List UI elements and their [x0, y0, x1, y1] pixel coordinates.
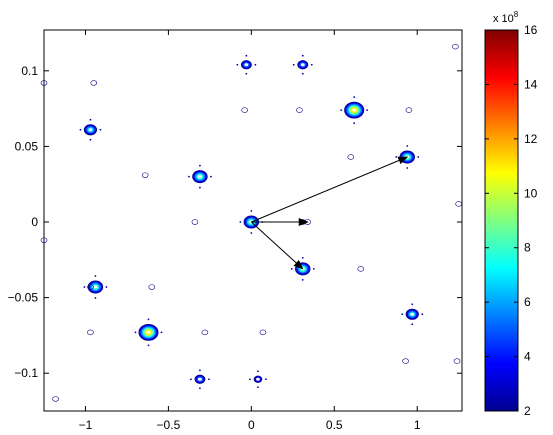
contour-peak	[236, 54, 257, 75]
contour-ring	[90, 80, 98, 86]
vector-arrow	[251, 156, 409, 223]
contour-peak	[340, 96, 369, 125]
contour-peak	[292, 54, 313, 75]
contour-ring	[452, 43, 459, 50]
contour-ring	[241, 107, 249, 113]
contour-peaks	[79, 54, 424, 390]
y-tick-label: 0.1	[21, 64, 38, 78]
y-tick-label: −0.1	[14, 366, 38, 380]
contour-peak	[190, 369, 210, 390]
y-tick-label: 0	[31, 215, 38, 229]
y-tick-label: −0.05	[8, 291, 39, 305]
contour-ring	[402, 358, 409, 364]
contour-ring	[347, 154, 355, 160]
colorbar-tick-label: 14	[524, 77, 538, 91]
contour-peak	[134, 318, 163, 347]
colorbar-tick-label: 12	[524, 132, 538, 146]
contour-ring	[296, 107, 303, 113]
x-tick-label: 1	[414, 418, 421, 432]
contour-ring	[87, 329, 94, 336]
x-tick-label: 0.5	[326, 418, 343, 432]
colorbar-tick-label: 16	[524, 23, 538, 37]
x-tick-label: −1	[79, 418, 93, 432]
contour-ring	[455, 201, 462, 207]
contour-ring	[191, 219, 199, 225]
y-axis-ticks: 0.1 0.05 0 −0.05 −0.1	[8, 64, 462, 380]
vector-arrow	[251, 221, 304, 270]
colorbar	[484, 29, 519, 412]
contour-ring	[40, 237, 48, 243]
contour-ring	[141, 172, 149, 178]
contour-ring	[148, 284, 156, 290]
contour-peak	[79, 118, 102, 141]
colorbar-tick-label: 8	[524, 241, 531, 255]
contour-peak	[249, 370, 267, 389]
colorbar-multiplier: x 108	[493, 10, 519, 25]
contour-ring	[259, 329, 267, 336]
colorbar-ticks: 2 4 6 8 10 12 14 16	[485, 23, 538, 418]
colorbar-tick-label: 10	[524, 186, 538, 200]
lattice-vectors	[251, 156, 409, 270]
colorbar-tick-label: 6	[524, 295, 531, 309]
contour-ring	[40, 80, 48, 86]
contour-ring	[357, 266, 365, 272]
contour-ring	[52, 396, 59, 402]
x-tick-label: −0.5	[157, 418, 181, 432]
contour-peak	[401, 303, 424, 326]
y-tick-label: 0.05	[15, 139, 39, 153]
contour-peak	[188, 164, 212, 189]
contour-ring	[453, 358, 461, 364]
contour-ring	[405, 107, 413, 113]
x-tick-label: 0	[248, 418, 255, 432]
contour-peak	[83, 275, 108, 299]
contour-ring	[87, 284, 94, 290]
contour-ring	[201, 329, 209, 336]
colorbar-tick-label: 2	[524, 404, 531, 418]
colorbar-tick-label: 4	[524, 350, 531, 364]
x-axis-ticks: −1 −0.5 0 0.5 1	[79, 30, 421, 432]
